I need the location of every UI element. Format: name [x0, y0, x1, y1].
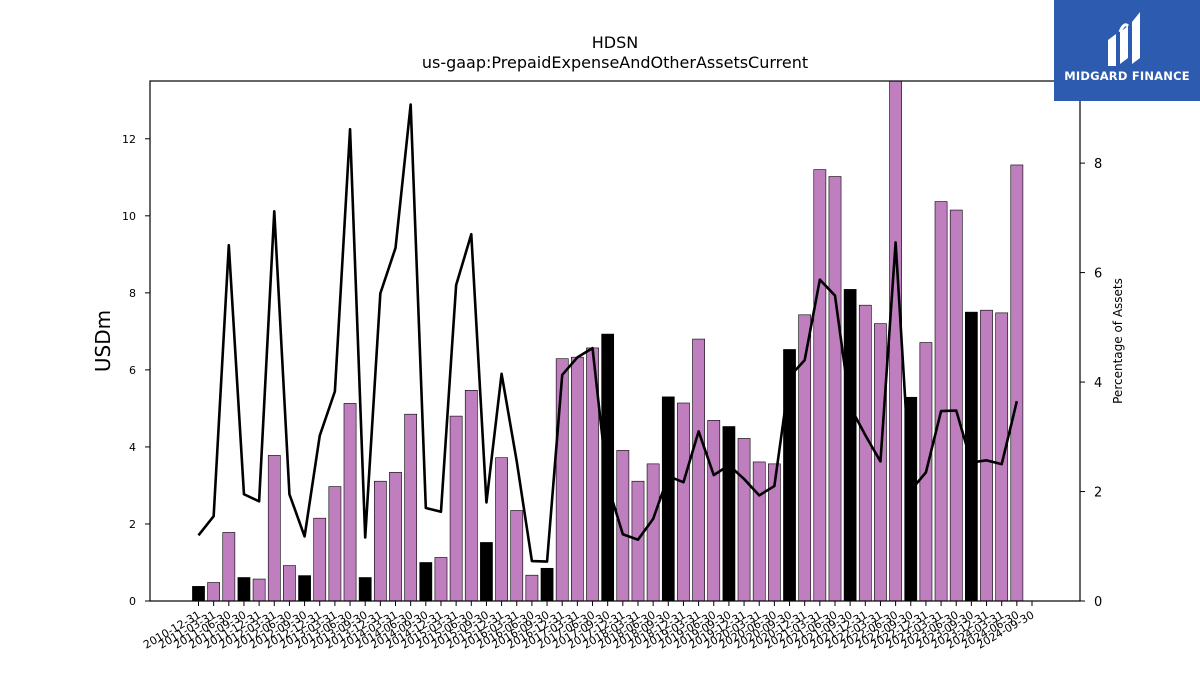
- bar-2019-12-31: [737, 438, 751, 602]
- bar-2016-09-30: [540, 567, 554, 602]
- x-axis: 2010-12-312011-03-312011-06-302011-09-30…: [141, 601, 1037, 652]
- bar-2014-09-30: [419, 562, 433, 602]
- bar-2012-06-30: [283, 565, 296, 602]
- bar-2021-03-31: [813, 169, 827, 602]
- logo-text: MIDGARD FINANCE: [1064, 69, 1190, 83]
- y2-tick-label-2: 2: [1094, 486, 1102, 501]
- bar-2013-09-30: [358, 577, 372, 602]
- bar-2010-12-31: [192, 586, 205, 602]
- y-axis-left: 0 2 4 6 8 10 12: [122, 133, 150, 608]
- bar-2013-03-31: [328, 486, 342, 602]
- bar-2014-06-30: [404, 413, 418, 602]
- chart-subtitle: us-gaap:PrepaidExpenseAndOtherAssetsCurr…: [422, 53, 808, 72]
- line-group: [197, 103, 1019, 563]
- bar-2019-09-30: [722, 426, 736, 602]
- bar-2011-06-30: [222, 532, 236, 602]
- chart-title: HDSN: [592, 33, 638, 52]
- plot-frame: [149, 80, 1081, 602]
- bar-2016-12-31: [555, 358, 569, 602]
- bar-2023-09-30: [965, 311, 978, 602]
- y-tick-label-8: 8: [129, 287, 136, 300]
- bar-2021-09-30: [843, 289, 857, 602]
- bar-2024-06-30: [1010, 164, 1024, 602]
- bar-2012-03-31: [267, 455, 281, 602]
- y-tick-label-12: 12: [122, 133, 136, 146]
- bar-2018-06-30: [646, 463, 660, 602]
- y2-axis-label: Percentage of Assets: [1111, 278, 1125, 404]
- bar-2023-06-30: [949, 209, 963, 602]
- y-axis-label: USDm: [91, 310, 115, 372]
- y2-tick-label-6: 6: [1094, 267, 1102, 282]
- bar-2015-12-31: [495, 457, 508, 602]
- bar-2017-03-31: [570, 356, 584, 602]
- y-tick-label-0: 0: [129, 595, 136, 608]
- bar-2015-03-31: [449, 415, 463, 602]
- y2-tick-label-0: 0: [1094, 595, 1102, 610]
- bar-2023-12-31: [980, 309, 993, 602]
- bar-2012-09-30: [298, 575, 311, 602]
- bar-2022-06-30: [889, 80, 902, 602]
- bar-2011-03-31: [207, 582, 221, 602]
- bar-2020-09-30: [783, 349, 796, 602]
- bar-2018-12-31: [677, 402, 690, 602]
- bar-2020-03-31: [752, 461, 766, 602]
- bar-2015-06-30: [464, 389, 478, 602]
- bar-2019-03-31: [692, 338, 705, 602]
- bar-2011-12-31: [252, 578, 266, 602]
- bar-2015-09-30: [480, 542, 493, 602]
- bar-2021-12-31: [858, 304, 872, 602]
- y-tick-label-2: 2: [129, 518, 136, 531]
- bar-2013-06-30: [343, 403, 357, 602]
- bar-2017-09-30: [601, 333, 615, 602]
- midgard-logo-icon: [1108, 12, 1140, 66]
- y-tick-label-6: 6: [129, 364, 136, 377]
- bar-2018-09-30: [661, 396, 675, 602]
- bar-2017-12-31: [616, 450, 630, 602]
- bar-2024-03-31: [995, 312, 1009, 602]
- bar-2011-09-30: [237, 577, 251, 602]
- bar-2023-03-31: [934, 201, 948, 602]
- y2-tick-label-8: 8: [1094, 157, 1102, 172]
- brand-logo: MIDGARD FINANCE: [1054, 0, 1200, 101]
- bar-2016-06-30: [525, 574, 539, 602]
- bar-2021-06-30: [828, 176, 842, 602]
- bar-2012-12-31: [313, 517, 327, 602]
- y-axis-right: 0 2 4 6 8: [1080, 157, 1102, 610]
- y2-tick-label-4: 4: [1094, 376, 1102, 391]
- bar-2014-12-31: [434, 557, 448, 602]
- bar-2014-03-31: [389, 472, 402, 602]
- bars-group: [192, 80, 1024, 602]
- bar-2018-03-31: [631, 480, 645, 602]
- bar-2019-06-30: [707, 420, 721, 602]
- y-tick-label-4: 4: [129, 441, 136, 454]
- bar-2016-03-31: [510, 510, 524, 602]
- y-tick-label-10: 10: [122, 210, 136, 223]
- pct-assets-line: [197, 103, 1019, 563]
- bar-2013-12-31: [373, 480, 387, 602]
